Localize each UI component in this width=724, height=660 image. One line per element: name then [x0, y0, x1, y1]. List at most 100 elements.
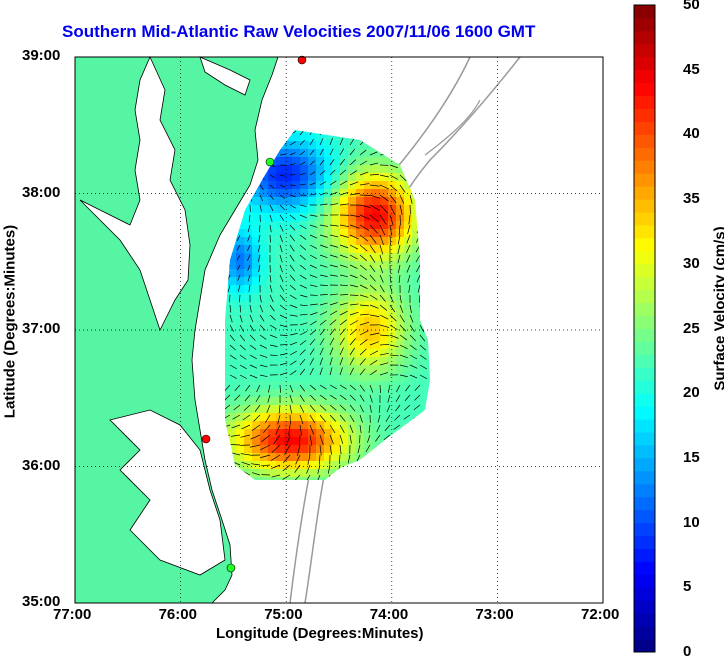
velocity-cell — [308, 421, 316, 429]
colorbar-segment — [634, 510, 655, 523]
velocity-cell — [260, 437, 268, 445]
velocity-cell — [236, 373, 244, 381]
velocity-cell — [292, 141, 300, 149]
velocity-cell — [276, 445, 284, 453]
velocity-cell — [244, 365, 252, 373]
velocity-cell — [348, 277, 356, 285]
velocity-cell — [372, 269, 380, 277]
velocity-cell — [276, 357, 284, 365]
velocity-cell — [292, 165, 300, 173]
velocity-cell — [396, 277, 404, 285]
velocity-cell — [356, 373, 364, 381]
velocity-cell — [300, 189, 308, 197]
velocity-cell — [316, 189, 324, 197]
x-tick-label: 76:00 — [159, 606, 197, 623]
velocity-cell — [340, 453, 348, 461]
velocity-cell — [356, 205, 364, 213]
velocity-cell — [332, 389, 340, 397]
velocity-cell — [308, 277, 316, 285]
y-tick-label: 36:00 — [22, 457, 60, 474]
velocity-cell — [332, 277, 340, 285]
velocity-cell — [396, 413, 404, 421]
velocity-cell — [244, 213, 252, 221]
velocity-cell — [292, 237, 300, 245]
velocity-cell — [348, 189, 356, 197]
velocity-cell — [332, 261, 340, 269]
velocity-cell — [340, 445, 348, 453]
velocity-cell — [396, 325, 404, 333]
colorbar-segment — [634, 5, 655, 18]
velocity-cell — [380, 389, 388, 397]
velocity-cell — [364, 429, 372, 437]
velocity-cell — [292, 421, 300, 429]
velocity-cell — [268, 421, 276, 429]
velocity-cell — [300, 349, 308, 357]
velocity-cell — [268, 365, 276, 373]
velocity-cell — [308, 181, 316, 189]
velocity-cell — [348, 173, 356, 181]
velocity-cell — [244, 341, 252, 349]
velocity-cell — [260, 237, 268, 245]
velocity-cell — [228, 349, 236, 357]
colorbar-tick-label: 25 — [683, 320, 700, 337]
velocity-cell — [252, 197, 260, 205]
colorbar-segment — [634, 70, 655, 83]
velocity-cell — [284, 157, 292, 165]
velocity-cell — [300, 373, 308, 381]
y-tick-label: 38:00 — [22, 184, 60, 201]
velocity-cell — [308, 213, 316, 221]
velocity-cell — [340, 253, 348, 261]
velocity-cell — [316, 349, 324, 357]
velocity-cell — [372, 237, 380, 245]
velocity-cell — [332, 445, 340, 453]
velocity-cell — [404, 373, 412, 381]
velocity-cell — [300, 149, 308, 157]
velocity-cell — [260, 445, 268, 453]
colorbar-segment — [634, 484, 655, 497]
velocity-cell — [348, 181, 356, 189]
velocity-cell — [260, 189, 268, 197]
velocity-cell — [284, 149, 292, 157]
velocity-cell — [300, 157, 308, 165]
velocity-cell — [236, 357, 244, 365]
velocity-cell — [404, 189, 412, 197]
velocity-cell — [308, 237, 316, 245]
velocity-cell — [324, 213, 332, 221]
velocity-cell — [348, 237, 356, 245]
velocity-cell — [364, 325, 372, 333]
velocity-cell — [244, 373, 252, 381]
velocity-cell — [324, 421, 332, 429]
velocity-cell — [260, 357, 268, 365]
velocity-cell — [244, 261, 252, 269]
colorbar-segment — [634, 173, 655, 186]
velocity-cell — [316, 309, 324, 317]
colorbar-tick-label: 0 — [683, 643, 691, 660]
velocity-cell — [276, 197, 284, 205]
velocity-cell — [316, 277, 324, 285]
velocity-cell — [276, 437, 284, 445]
colorbar-segment — [634, 212, 655, 225]
colorbar-segment — [634, 83, 655, 96]
velocity-cell — [300, 285, 308, 293]
velocity-cell — [276, 245, 284, 253]
colorbar-segment — [634, 316, 655, 329]
velocity-cell — [348, 405, 356, 413]
colorbar-segment — [634, 432, 655, 445]
velocity-cell — [300, 437, 308, 445]
colorbar-segment — [634, 367, 655, 380]
velocity-cell — [340, 205, 348, 213]
velocity-cell — [324, 277, 332, 285]
colorbar-segment — [634, 419, 655, 432]
colorbar-segment — [634, 600, 655, 613]
velocity-cell — [380, 333, 388, 341]
velocity-cell — [324, 373, 332, 381]
velocity-cell — [396, 397, 404, 405]
velocity-cell — [260, 405, 268, 413]
colorbar-segment — [634, 44, 655, 57]
velocity-cell — [260, 421, 268, 429]
velocity-cell — [332, 349, 340, 357]
velocity-cell — [236, 445, 244, 453]
velocity-cell — [324, 205, 332, 213]
velocity-cell — [308, 445, 316, 453]
